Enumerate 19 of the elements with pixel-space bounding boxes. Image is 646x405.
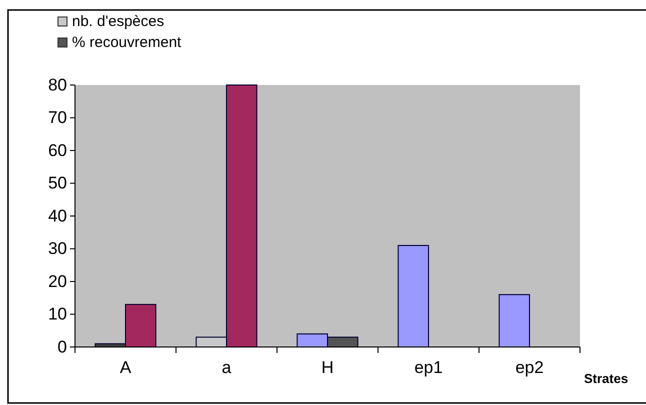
x-tick-label: H <box>321 358 334 378</box>
x-axis-title: Strates <box>584 371 628 386</box>
bar <box>498 294 530 348</box>
y-tick-label: 40 <box>48 206 67 226</box>
x-tick-label: ep2 <box>515 358 544 378</box>
y-tick-label: 0 <box>58 337 67 356</box>
legend-label: nb. d'espèces <box>72 13 164 30</box>
y-tick-label: 80 <box>48 75 67 94</box>
x-tick-label: A <box>120 358 132 378</box>
bar <box>398 244 429 348</box>
legend-label: % recouvrement <box>72 34 182 51</box>
x-tick-label: a <box>222 358 232 378</box>
y-tick-label: 70 <box>48 108 67 128</box>
y-tick-label: 30 <box>48 239 67 258</box>
y-tick-label: 20 <box>48 272 67 291</box>
x-tick-label: ep1 <box>414 358 443 378</box>
y-tick-label: 50 <box>48 174 67 193</box>
y-tick-label: 10 <box>48 304 67 324</box>
y-tick-label: 60 <box>48 140 67 160</box>
